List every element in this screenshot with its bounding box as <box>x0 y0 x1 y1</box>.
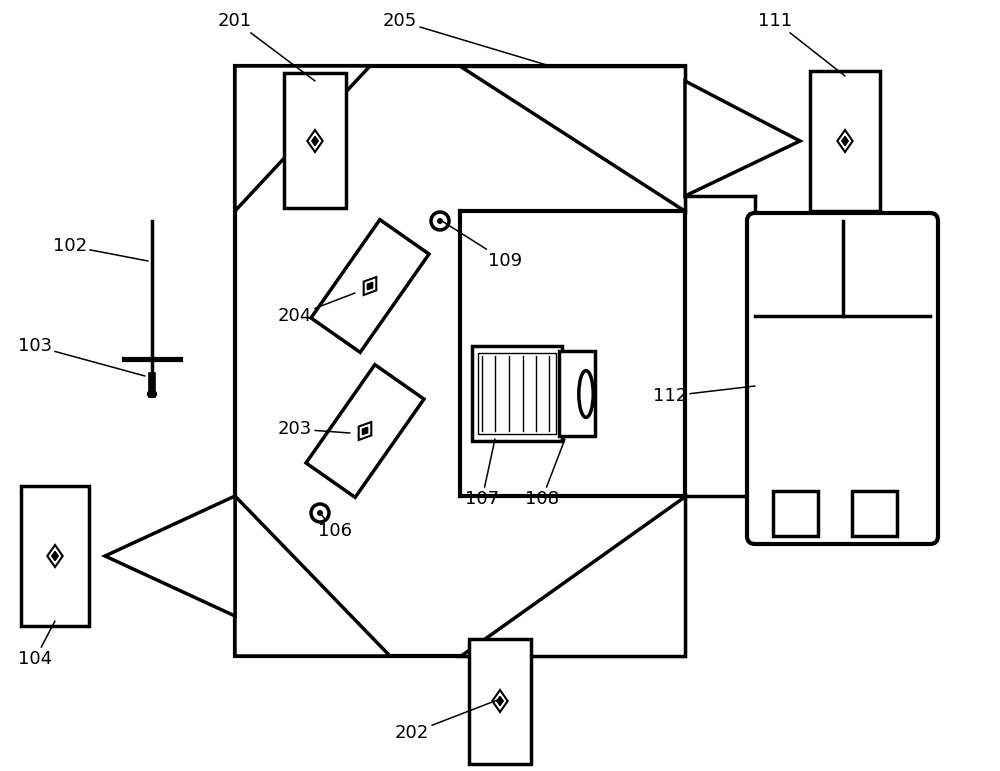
Polygon shape <box>307 130 323 152</box>
Text: 201: 201 <box>218 12 315 81</box>
Polygon shape <box>460 66 685 211</box>
Ellipse shape <box>318 510 322 515</box>
Polygon shape <box>364 277 376 295</box>
Bar <box>559 352 595 436</box>
Polygon shape <box>460 496 685 656</box>
Bar <box>773 491 818 536</box>
Text: 104: 104 <box>18 621 55 668</box>
Polygon shape <box>367 282 373 290</box>
Ellipse shape <box>148 390 156 398</box>
Bar <box>478 353 556 434</box>
Polygon shape <box>235 66 370 211</box>
Text: 203: 203 <box>278 420 350 438</box>
Polygon shape <box>842 136 848 146</box>
Ellipse shape <box>438 219 442 224</box>
Polygon shape <box>47 545 63 567</box>
Text: 102: 102 <box>53 237 148 261</box>
Ellipse shape <box>579 371 593 417</box>
Ellipse shape <box>311 504 329 522</box>
Text: 112: 112 <box>653 386 755 405</box>
Text: 205: 205 <box>383 12 550 66</box>
Polygon shape <box>810 71 880 211</box>
Polygon shape <box>312 136 318 146</box>
Polygon shape <box>492 690 508 712</box>
Text: 108: 108 <box>525 439 565 508</box>
Polygon shape <box>311 220 429 352</box>
Polygon shape <box>52 551 58 561</box>
Polygon shape <box>685 81 800 196</box>
Polygon shape <box>469 638 531 763</box>
Text: 106: 106 <box>318 513 352 540</box>
Text: 107: 107 <box>465 439 499 508</box>
Text: 109: 109 <box>442 221 522 270</box>
Text: 103: 103 <box>18 337 145 376</box>
Polygon shape <box>105 496 235 616</box>
Polygon shape <box>837 130 853 152</box>
Ellipse shape <box>431 212 449 230</box>
Polygon shape <box>284 73 346 208</box>
Text: 204: 204 <box>278 293 355 325</box>
Polygon shape <box>497 696 503 705</box>
Text: 111: 111 <box>758 12 845 76</box>
Polygon shape <box>359 422 371 440</box>
Bar <box>852 491 897 536</box>
Bar <box>472 346 562 441</box>
FancyBboxPatch shape <box>747 213 938 544</box>
Polygon shape <box>21 486 89 626</box>
Polygon shape <box>306 365 424 497</box>
Text: 202: 202 <box>395 699 500 742</box>
Polygon shape <box>362 427 368 435</box>
Polygon shape <box>235 496 390 656</box>
Bar <box>235 66 685 656</box>
